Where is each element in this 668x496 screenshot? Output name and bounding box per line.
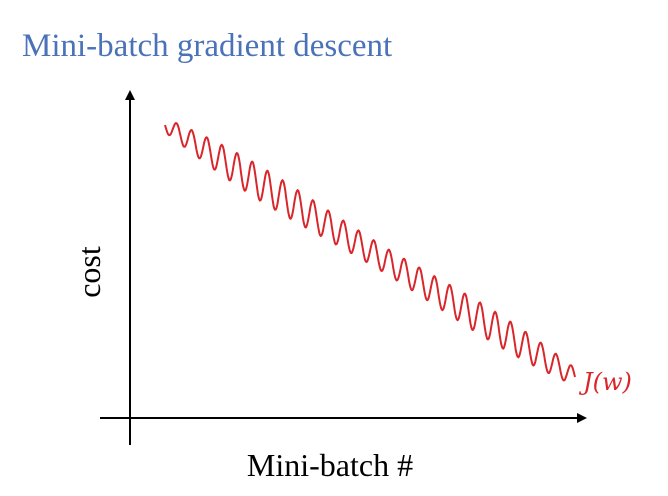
slide-title: Mini-batch gradient descent [22,28,392,64]
curve-label: J(w) [578,368,632,396]
cost-curve [164,121,576,382]
y-axis-label: cost [71,246,107,298]
x-axis-label: Mini-batch # [247,447,413,483]
